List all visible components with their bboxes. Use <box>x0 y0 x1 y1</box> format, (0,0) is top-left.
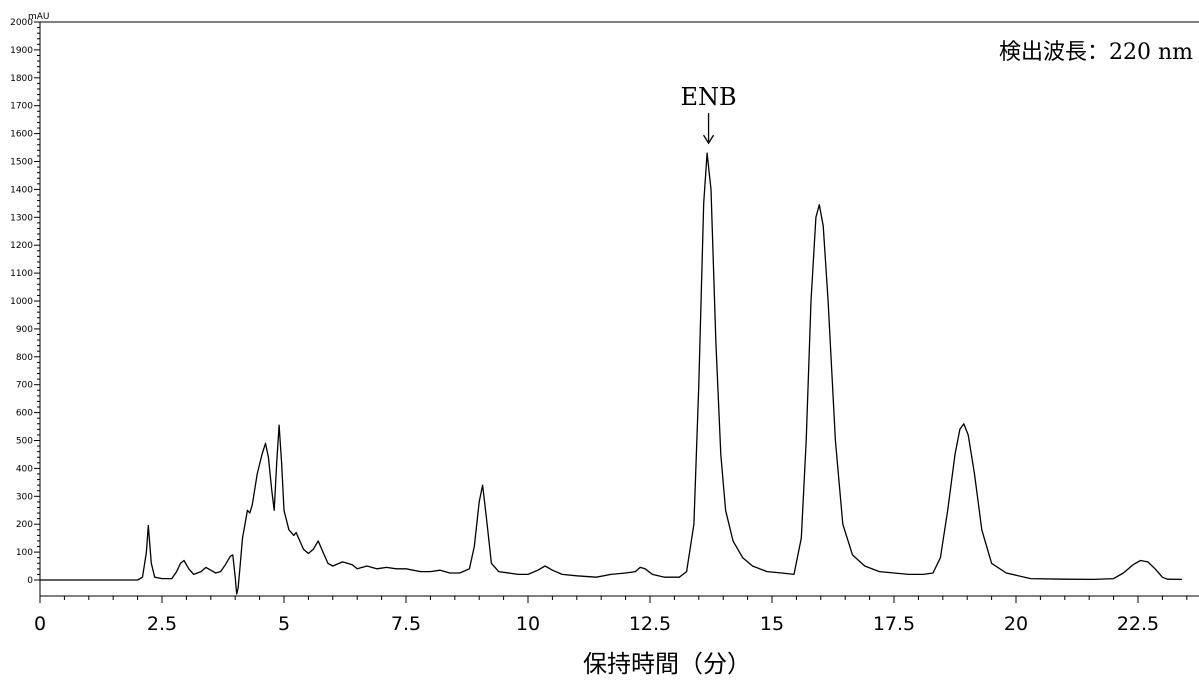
x-tick-label: 7.5 <box>391 613 421 635</box>
y-tick-label: 1200 <box>10 241 33 251</box>
y-tick-label: 1700 <box>10 102 33 112</box>
x-tick-label: 10 <box>516 613 540 635</box>
x-tick-label: 2.5 <box>147 613 177 635</box>
x-tick-label: 12.5 <box>629 613 671 635</box>
x-tick-label: 15 <box>760 613 784 635</box>
y-tick-label: 1300 <box>10 213 33 223</box>
y-tick-label: 800 <box>16 353 33 363</box>
y-tick-label: 100 <box>16 548 33 558</box>
y-tick-label: 0 <box>27 576 33 586</box>
x-tick-label: 17.5 <box>873 613 915 635</box>
y-tick-label: 400 <box>16 464 33 474</box>
y-tick-label: 1100 <box>10 269 33 279</box>
plot-frame <box>39 21 1199 597</box>
enb-peak-annotation: ENB <box>680 83 737 145</box>
y-tick-label: 1400 <box>10 185 33 195</box>
y-axis-ticks: 0 100 200 300 400 500 600 700 800 900 1000 1100 1200… <box>10 18 40 586</box>
y-tick-label: 300 <box>16 492 33 502</box>
y-tick-label: 900 <box>16 325 33 335</box>
x-tick-label: 20 <box>1004 613 1028 635</box>
y-tick-label: 200 <box>16 520 33 530</box>
enb-arrow-head <box>703 134 715 145</box>
x-axis-label: 保持時間（分） <box>583 650 751 678</box>
y-tick-label: 500 <box>16 437 33 447</box>
wavelength-annotation: 検出波長：220 nm <box>999 40 1193 65</box>
x-tick-label: 5 <box>278 613 290 635</box>
y-tick-label: 700 <box>16 381 33 391</box>
y-axis-unit: mAU <box>28 12 50 22</box>
y-tick-label: 1800 <box>10 74 33 84</box>
x-tick-label: 22.5 <box>1117 613 1159 635</box>
x-tick-label: 0 <box>34 613 46 635</box>
x-axis-ticks: 0 2.5 5 7.5 10 12.5 15 17.5 20 22.5 <box>34 596 1188 635</box>
y-tick-label: 2000 <box>10 18 33 28</box>
y-tick-label: 1600 <box>10 130 33 140</box>
y-tick-label: 1500 <box>10 158 33 168</box>
enb-label: ENB <box>680 83 736 111</box>
chromatogram-trace <box>40 152 1182 595</box>
y-tick-label: 1000 <box>10 297 33 307</box>
y-tick-label: 600 <box>16 409 33 419</box>
y-tick-label: 1900 <box>10 46 33 56</box>
